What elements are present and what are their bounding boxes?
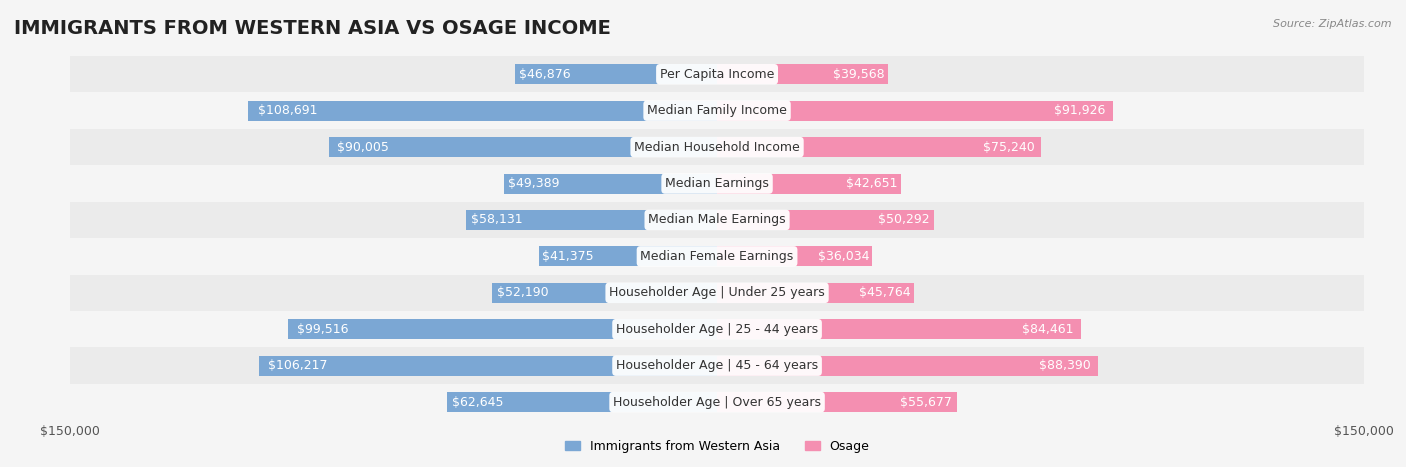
Text: Median Household Income: Median Household Income <box>634 141 800 154</box>
Text: Median Male Earnings: Median Male Earnings <box>648 213 786 226</box>
Bar <box>70 238 1364 275</box>
Text: $39,568: $39,568 <box>832 68 884 81</box>
Bar <box>70 384 1364 420</box>
Bar <box>717 283 914 303</box>
Bar <box>717 356 1098 375</box>
Text: $36,034: $36,034 <box>818 250 869 263</box>
Bar <box>717 101 1114 120</box>
Text: Householder Age | Under 25 years: Householder Age | Under 25 years <box>609 286 825 299</box>
Text: $41,375: $41,375 <box>543 250 593 263</box>
Bar <box>717 174 901 193</box>
Bar <box>467 210 717 230</box>
Bar <box>70 56 1364 92</box>
Bar <box>717 64 887 84</box>
Text: $88,390: $88,390 <box>1039 359 1091 372</box>
Bar <box>70 92 1364 129</box>
Bar <box>717 392 957 412</box>
Bar <box>505 174 717 193</box>
Text: $49,389: $49,389 <box>509 177 560 190</box>
Bar <box>717 247 873 266</box>
Bar <box>259 356 717 375</box>
Text: Median Family Income: Median Family Income <box>647 104 787 117</box>
Text: $46,876: $46,876 <box>519 68 571 81</box>
Bar <box>447 392 717 412</box>
Bar <box>70 202 1364 238</box>
Text: Householder Age | 45 - 64 years: Householder Age | 45 - 64 years <box>616 359 818 372</box>
Text: $91,926: $91,926 <box>1054 104 1105 117</box>
Text: $55,677: $55,677 <box>900 396 952 409</box>
Bar <box>538 247 717 266</box>
Text: $62,645: $62,645 <box>453 396 503 409</box>
Text: Householder Age | Over 65 years: Householder Age | Over 65 years <box>613 396 821 409</box>
Bar <box>288 319 717 339</box>
Text: $42,651: $42,651 <box>846 177 897 190</box>
Bar <box>70 347 1364 384</box>
Text: $108,691: $108,691 <box>257 104 318 117</box>
Text: $106,217: $106,217 <box>269 359 328 372</box>
Text: IMMIGRANTS FROM WESTERN ASIA VS OSAGE INCOME: IMMIGRANTS FROM WESTERN ASIA VS OSAGE IN… <box>14 19 612 38</box>
Bar <box>717 319 1081 339</box>
Bar <box>329 137 717 157</box>
Text: $90,005: $90,005 <box>337 141 388 154</box>
Legend: Immigrants from Western Asia, Osage: Immigrants from Western Asia, Osage <box>560 435 875 458</box>
Text: $50,292: $50,292 <box>877 213 929 226</box>
Text: $75,240: $75,240 <box>983 141 1035 154</box>
Bar <box>515 64 717 84</box>
Bar <box>492 283 717 303</box>
Text: $99,516: $99,516 <box>297 323 349 336</box>
Text: $84,461: $84,461 <box>1022 323 1074 336</box>
Bar <box>70 311 1364 347</box>
Text: Per Capita Income: Per Capita Income <box>659 68 775 81</box>
Bar <box>249 101 717 120</box>
Text: Source: ZipAtlas.com: Source: ZipAtlas.com <box>1274 19 1392 28</box>
Text: Median Earnings: Median Earnings <box>665 177 769 190</box>
Text: Median Female Earnings: Median Female Earnings <box>641 250 793 263</box>
Bar <box>717 137 1042 157</box>
Text: $58,131: $58,131 <box>471 213 523 226</box>
Bar <box>717 210 934 230</box>
Text: $45,764: $45,764 <box>859 286 911 299</box>
Text: $52,190: $52,190 <box>496 286 548 299</box>
Text: Householder Age | 25 - 44 years: Householder Age | 25 - 44 years <box>616 323 818 336</box>
Bar <box>70 165 1364 202</box>
Bar <box>70 129 1364 165</box>
Bar <box>70 275 1364 311</box>
